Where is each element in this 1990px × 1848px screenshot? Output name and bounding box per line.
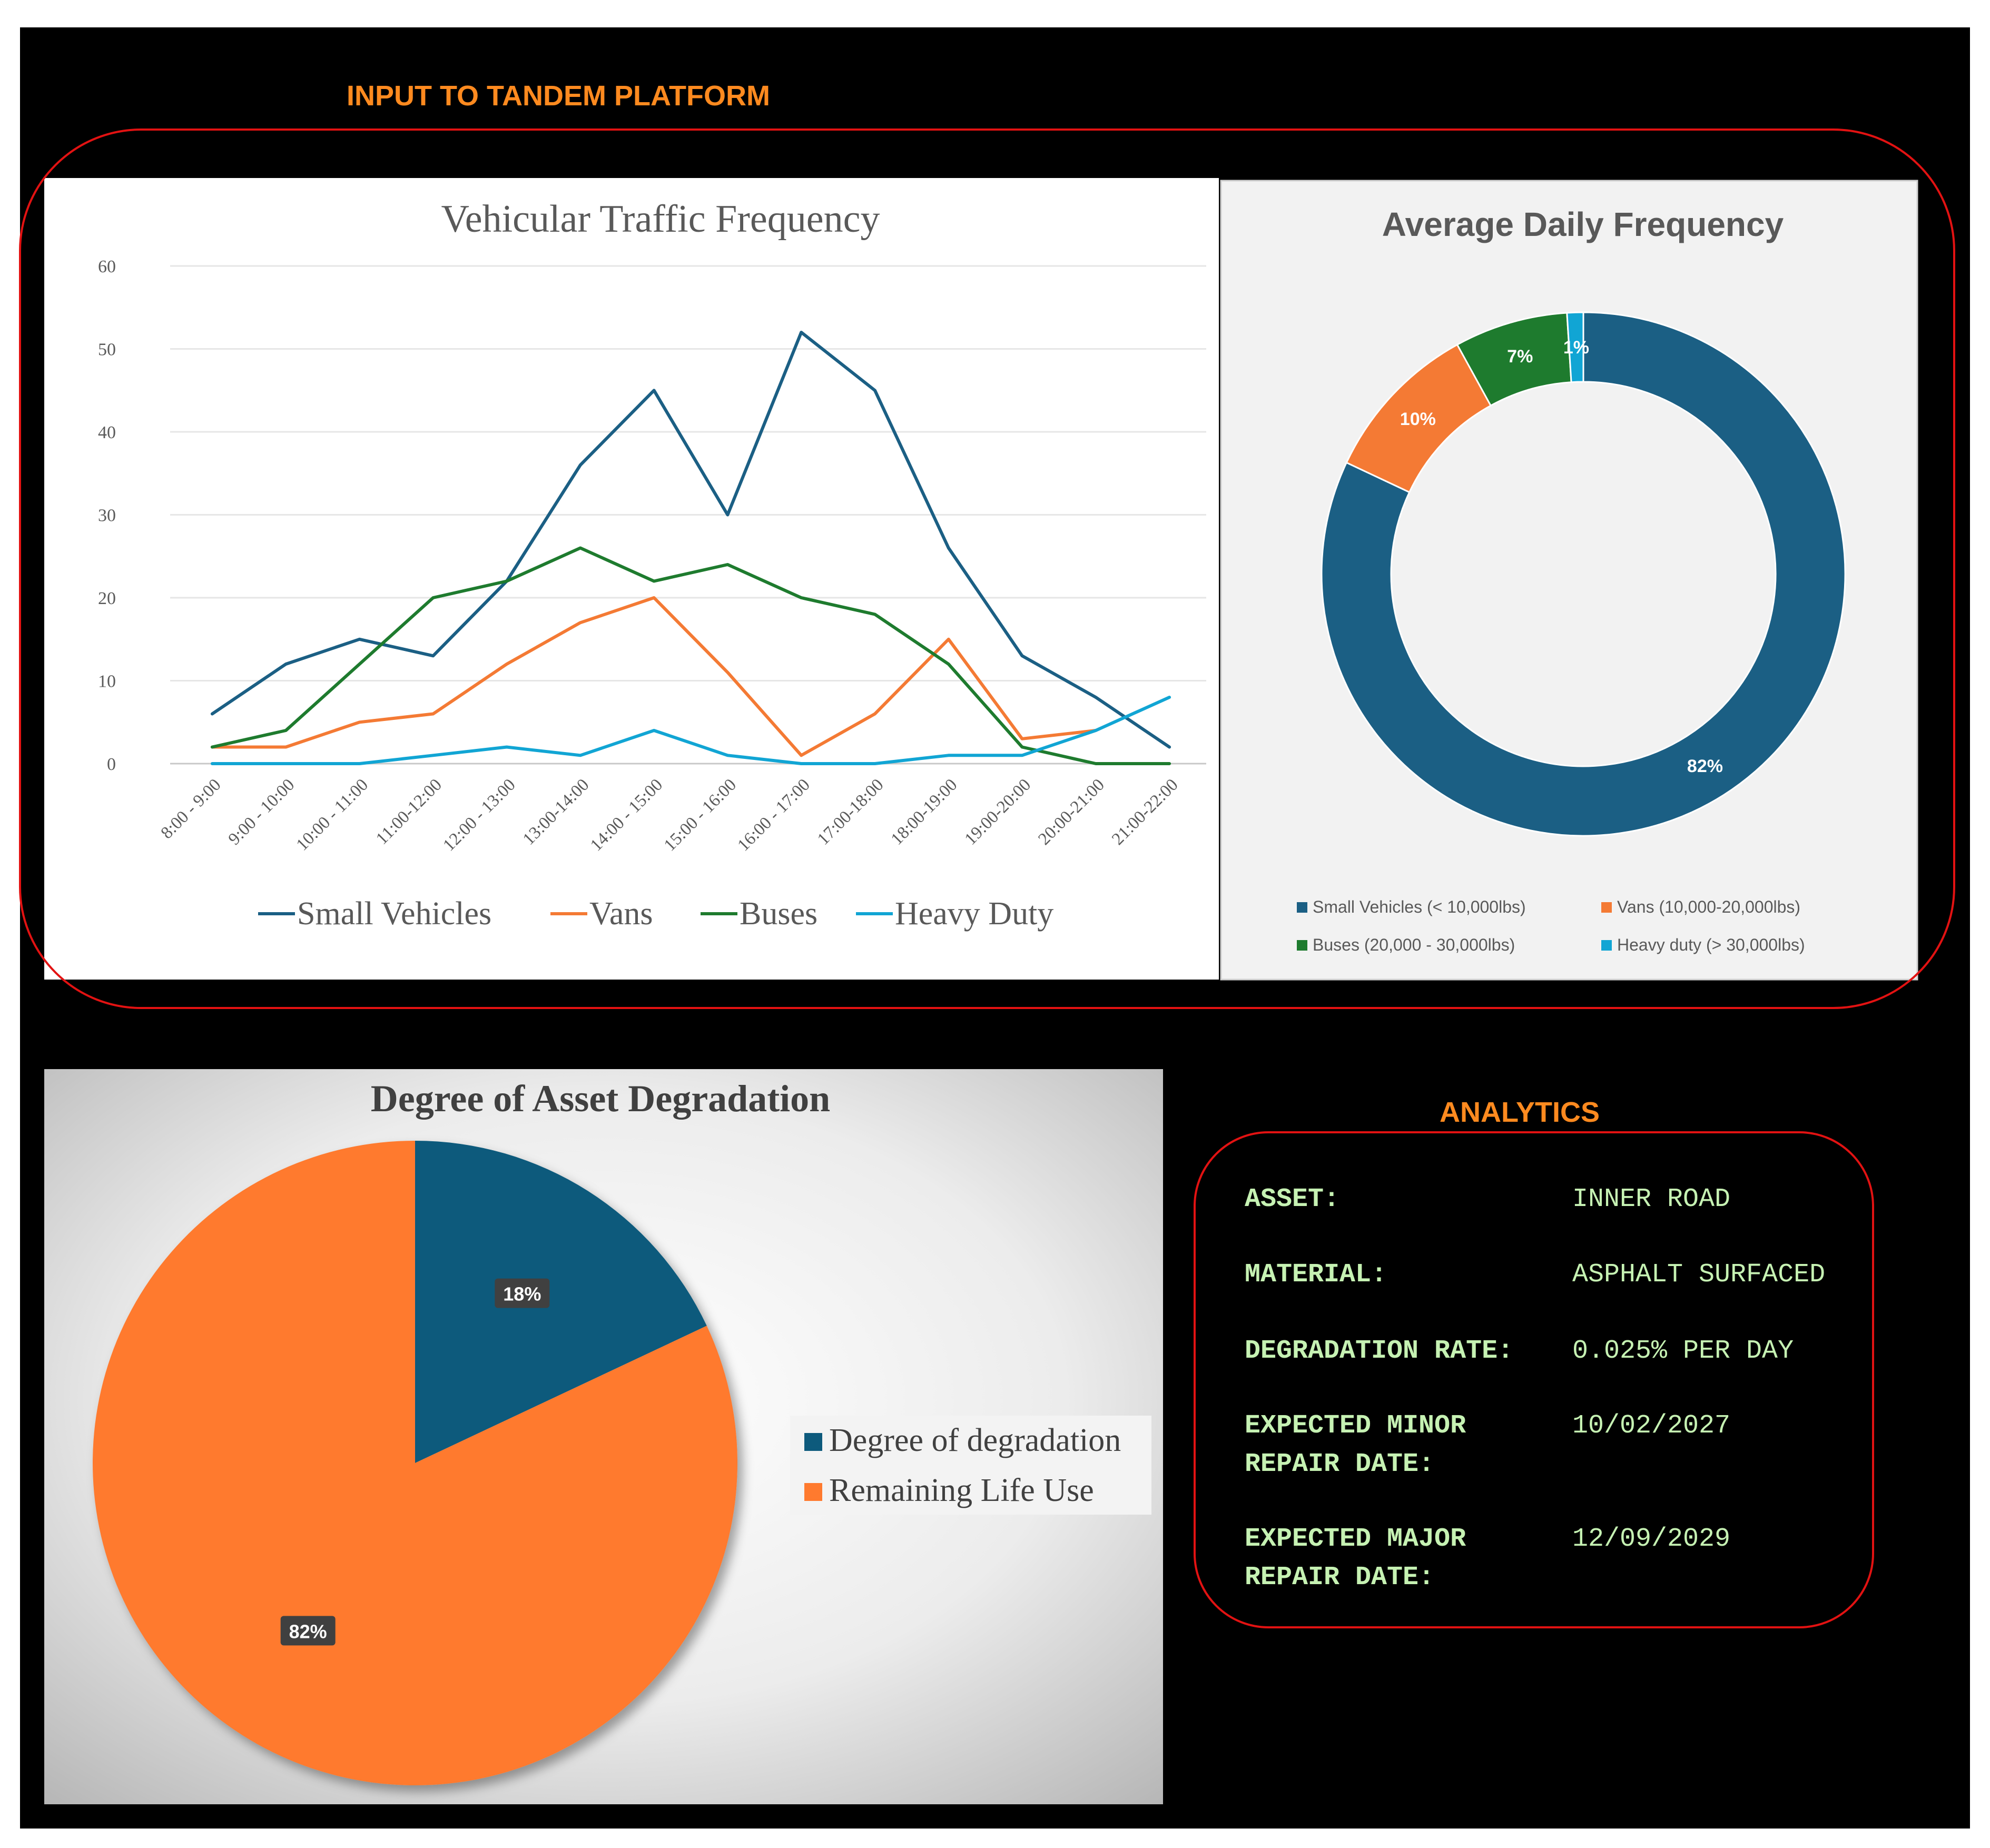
y-tick-label: 40 xyxy=(98,423,116,442)
analytics-title: ANALYTICS xyxy=(1440,1096,1600,1128)
legend-label: Buses (20,000 - 30,000lbs) xyxy=(1313,935,1515,954)
y-tick-label: 50 xyxy=(98,340,116,360)
analytics-label: REPAIR DATE: xyxy=(1245,1449,1434,1479)
analytics-label: DEGRADATION RATE: xyxy=(1245,1336,1513,1366)
legend-label: Small Vehicles (< 10,000lbs) xyxy=(1313,897,1526,916)
analytics-value: 0.025% PER DAY xyxy=(1572,1336,1794,1366)
analytics-value: 12/09/2029 xyxy=(1572,1524,1730,1554)
analytics-row: ASSET: INNER ROAD xyxy=(1245,1184,1730,1214)
analytics-row: MATERIAL: ASPHALT SURFACED xyxy=(1245,1260,1825,1290)
series-line-vans xyxy=(210,596,1098,757)
header-title: INPUT TO TANDEM PLATFORM xyxy=(347,80,770,112)
legend-swatch xyxy=(804,1483,822,1501)
donut-slice-4 xyxy=(1566,311,1584,383)
donut-slice-1 xyxy=(1321,311,1846,837)
donut-data-label: 10% xyxy=(1400,409,1436,429)
y-tick-label: 0 xyxy=(107,755,116,774)
analytics-row: DEGRADATION RATE: 0.025% PER DAY xyxy=(1245,1336,1794,1366)
legend-label: Heavy Duty xyxy=(895,896,1053,932)
line-chart-title: Vehicular Traffic Frequency xyxy=(441,197,880,241)
series-line-small-vehicles xyxy=(210,331,1171,749)
analytics-label: MATERIAL: xyxy=(1245,1260,1387,1290)
legend-swatch xyxy=(804,1433,822,1451)
analytics-row: EXPECTED MAJOR REPAIR DATE: 12/09/2029 xyxy=(1245,1524,1730,1593)
analytics-value: INNER ROAD xyxy=(1572,1184,1730,1214)
legend-label: Vans xyxy=(589,896,653,932)
analytics-label: EXPECTED MINOR xyxy=(1245,1411,1466,1441)
analytics-value: ASPHALT SURFACED xyxy=(1572,1260,1825,1290)
legend-swatch xyxy=(1297,902,1307,913)
legend-swatch xyxy=(1601,902,1612,913)
degradation-pie-chart: Degree of Asset Degradation 18% 82% Degre… xyxy=(92,1078,1151,1786)
legend-label: Remaining Life Use xyxy=(829,1473,1094,1508)
analytics-label: REPAIR DATE: xyxy=(1245,1563,1434,1593)
donut-data-label: 7% xyxy=(1507,347,1533,367)
label-background xyxy=(280,1616,336,1646)
legend-label: Heavy duty (> 30,000lbs) xyxy=(1617,935,1805,954)
input-frame xyxy=(19,129,1955,1009)
degradation-chart-title: Degree of Asset Degradation xyxy=(371,1078,830,1120)
y-tick-label: 60 xyxy=(98,257,116,276)
analytics-label: ASSET: xyxy=(1245,1184,1339,1214)
legend-box xyxy=(790,1416,1151,1515)
analytics-frame xyxy=(1194,1131,1874,1628)
legend-label: Small Vehicles xyxy=(297,896,491,932)
legend-label: Degree of degradation xyxy=(829,1422,1121,1458)
donut-chart: Average Daily Frequency 82% 10% 7% 1% Small… xyxy=(1297,205,1846,954)
legend-swatch xyxy=(1601,940,1612,951)
analytics-value: 10/02/2027 xyxy=(1572,1411,1730,1441)
legend-label: Vans (10,000-20,000lbs) xyxy=(1617,897,1800,916)
y-tick-label: 10 xyxy=(98,672,116,691)
donut-chart-title: Average Daily Frequency xyxy=(1382,205,1784,243)
series-line-heavy-duty xyxy=(210,696,1171,765)
legend-label: Buses xyxy=(740,896,817,932)
series-line-buses xyxy=(210,546,1171,765)
donut-data-label: 1% xyxy=(1563,338,1589,358)
analytics-panel: ANALYTICS ASSET: INNER ROAD MATERIAL: ASPHA… xyxy=(1194,1096,1874,1628)
label-background xyxy=(495,1278,550,1308)
pie-data-label: 18% xyxy=(503,1283,541,1305)
pie-data-label-box: 82% xyxy=(280,1616,336,1646)
line-chart-panel xyxy=(44,178,1219,980)
analytics-label: EXPECTED MAJOR xyxy=(1245,1524,1466,1554)
y-tick-label: 30 xyxy=(98,506,116,526)
y-tick-label: 20 xyxy=(98,589,116,608)
pie-data-label: 82% xyxy=(289,1620,327,1642)
analytics-row: EXPECTED MINOR REPAIR DATE: 10/02/2027 xyxy=(1245,1411,1730,1479)
legend-swatch xyxy=(1297,940,1307,951)
pie-slice-2 xyxy=(92,1141,737,1786)
donut-data-label: 82% xyxy=(1687,756,1723,776)
pie-data-label-box: 18% xyxy=(495,1278,550,1308)
pie-slice-1 xyxy=(415,1141,707,1463)
